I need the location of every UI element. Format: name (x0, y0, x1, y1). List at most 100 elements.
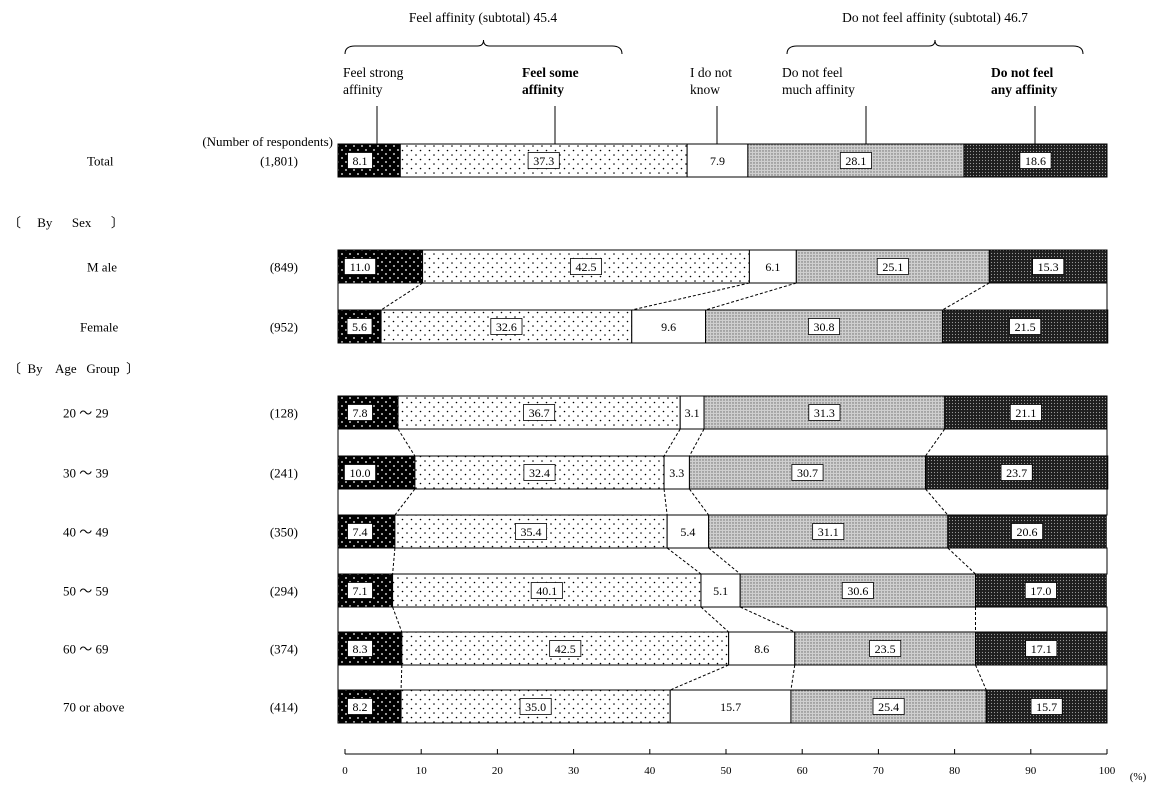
connector-line (663, 428, 681, 457)
value-label: 5.4 (680, 525, 695, 539)
value-label-box (1009, 404, 1042, 421)
value-label: 36.7 (529, 406, 550, 420)
bar-row-3: Female (952) 5.6 32.6 9.6 30.8 21.5 (80, 309, 1109, 344)
respondents-count: (128) (270, 406, 298, 421)
value-label: 5.1 (713, 584, 728, 598)
series-header-1: affinity (343, 82, 383, 97)
value-label: 30.6 (847, 584, 868, 598)
value-label-box (1032, 258, 1065, 275)
connector-line (380, 282, 423, 311)
connector-line (790, 664, 796, 691)
value-label: 3.3 (669, 466, 684, 480)
connector-line (400, 664, 403, 691)
x-tick-label: 40 (644, 765, 656, 777)
subtotal-label-feel-affinity: Feel affinity (subtotal) 45.4 (409, 10, 557, 25)
connector-line (708, 547, 741, 575)
connector-line (925, 428, 946, 457)
category-label: Female (80, 320, 118, 335)
category-label: 60 ～ 69 (63, 642, 109, 657)
value-label: 35.4 (521, 525, 542, 539)
value-label-box (1000, 464, 1033, 481)
value-label-box (808, 404, 841, 421)
value-label: 32.6 (496, 320, 517, 334)
x-tick-label: 30 (568, 765, 580, 777)
value-label: 8.2 (353, 700, 368, 714)
group-label-by-sex: 〔 By Sex 〕 (8, 215, 124, 230)
respondents-header: (Number of respondents) (202, 134, 333, 149)
respondents-count: (294) (270, 584, 298, 599)
value-label-box (347, 152, 373, 169)
category-label: M ale (87, 260, 117, 275)
value-label-box (527, 152, 560, 169)
value-label: 20.6 (1017, 525, 1038, 539)
value-label-box (523, 464, 556, 481)
value-label: 31.1 (818, 525, 839, 539)
brace-feel-affinity (344, 39, 623, 55)
x-tick-label: 10 (416, 765, 428, 777)
value-label-box (869, 640, 902, 657)
respondents-count: (1,801) (260, 154, 298, 169)
series-header-1: Feel strong (343, 65, 404, 80)
value-label: 18.6 (1025, 154, 1046, 168)
series-header-4: much affinity (782, 82, 855, 97)
value-label-box (841, 582, 874, 599)
bar-rows: Total (1,801) 8.1 37.3 7.9 28.1 18.6 M ale (849)… (63, 143, 1109, 724)
value-label: 35.0 (525, 700, 546, 714)
connector-line (666, 547, 702, 575)
value-label: 7.8 (353, 406, 368, 420)
bar-segment-i-do-not-know (700, 573, 741, 608)
bar-row-7: 50 ～ 59 (294) 7.1 40.1 5.1 30.6 17.0 (63, 573, 1107, 608)
value-label: 10.0 (350, 466, 371, 480)
value-label-box (346, 318, 373, 335)
connector-line (688, 428, 705, 457)
value-label: 6.1 (765, 260, 780, 274)
connector-band (337, 488, 1108, 516)
series-header-3: I do not (690, 65, 732, 80)
value-label: 21.5 (1015, 320, 1036, 334)
value-label: 17.0 (1030, 584, 1051, 598)
bar-row-6: 40 ～ 49 (350) 7.4 35.4 5.4 31.1 20.6 (63, 514, 1107, 549)
series-header-5: any affinity (991, 82, 1058, 97)
x-tick-label: 90 (1025, 765, 1037, 777)
connector-line (397, 428, 416, 457)
value-label: 3.1 (685, 406, 700, 420)
bar-segment-i-do-not-know (631, 309, 707, 344)
category-label: 50 ～ 59 (63, 584, 109, 599)
connector-line (975, 664, 987, 691)
value-label: 28.1 (845, 154, 866, 168)
connector-line (631, 282, 750, 311)
series-header-2: Feel some (522, 65, 579, 80)
value-label: 7.1 (353, 584, 368, 598)
value-label: 15.7 (720, 700, 741, 714)
value-label: 23.5 (875, 642, 896, 656)
bar-row-8: 60 ～ 69 (374) 8.3 42.5 8.6 23.5 17.1 (63, 631, 1108, 666)
bar-row-2: M ale (849) 11.0 42.5 6.1 25.1 15.3 (87, 249, 1108, 284)
value-label-box (530, 582, 563, 599)
value-label: 30.7 (797, 466, 818, 480)
value-label: 8.1 (353, 154, 368, 168)
bar-row-4: 20 ～ 29 (128) 7.8 36.7 3.1 31.3 21.1 (63, 395, 1108, 430)
value-label: 5.6 (352, 320, 367, 334)
connector-line (942, 282, 990, 311)
value-label: 21.1 (1015, 406, 1036, 420)
value-label-box (343, 464, 376, 481)
connector-band (337, 606, 1108, 633)
value-label-box (808, 318, 841, 335)
connector-line (700, 606, 729, 633)
value-label-box (1009, 318, 1042, 335)
value-label-box (523, 404, 556, 421)
x-tick-label: 50 (721, 765, 733, 777)
subtotal-braces: Feel affinity (subtotal) 45.4 Do not feel… (344, 10, 1084, 55)
value-label-box (1011, 523, 1044, 540)
respondents-count: (241) (270, 466, 298, 481)
value-label-box (791, 464, 824, 481)
bar-row-5: 30 ～ 39 (241) 10.0 32.4 3.3 30.7 23.7 (63, 455, 1109, 490)
connector-band (337, 547, 1108, 575)
value-label-box (1024, 582, 1057, 599)
connector-band (337, 282, 1108, 311)
connector-line (705, 282, 797, 311)
category-label: 20 ～ 29 (63, 406, 109, 421)
x-tick-label: 100 (1099, 765, 1116, 777)
value-label: 7.9 (710, 154, 725, 168)
